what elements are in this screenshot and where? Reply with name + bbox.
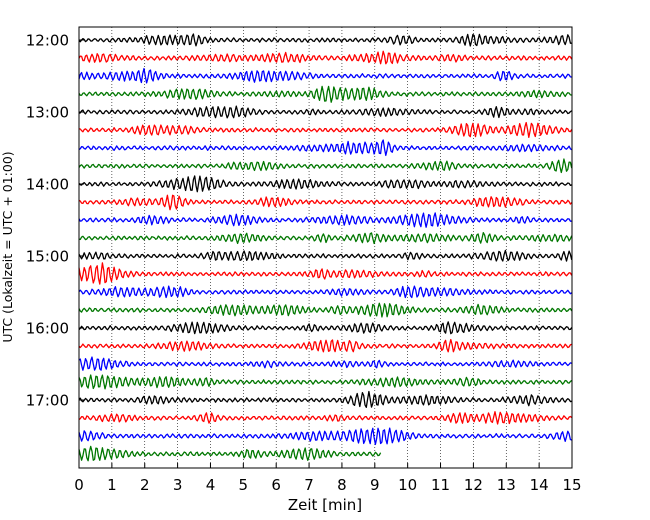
trace-1500 [78,249,573,262]
trace-1515 [78,262,573,285]
x-tick-label: 7 [304,476,314,494]
x-tick-label: 1 [107,476,117,494]
y-tick-label: 13:00 [26,104,69,122]
trace-1200 [78,33,572,47]
x-tick-label: 5 [239,476,249,494]
trace-1315 [78,121,573,139]
trace-1345 [78,158,573,174]
seismogram-traces [78,33,573,462]
trace-1700 [78,390,572,409]
x-axis-label: Zeit [min] [288,496,362,514]
trace-1230 [78,67,572,84]
x-tick-label: 4 [206,476,216,494]
y-axis-ticks: 12:00 13:00 14:00 15:00 16:00 17:00 [26,32,84,410]
x-tick-label: 12 [464,476,483,494]
y-axis-label: UTC (Lokalzeit = UTC + 01:00) [0,151,15,342]
trace-1630 [78,356,572,371]
x-tick-label: 0 [74,476,84,494]
trace-1400 [78,175,572,193]
x-tick-label: 8 [337,476,347,494]
trace-1745 [78,445,382,462]
trace-1245 [78,85,572,103]
y-tick-label: 15:00 [26,248,69,266]
trace-1730 [78,427,572,446]
y-tick-label: 17:00 [26,392,69,410]
trace-1415 [78,194,573,211]
y-tick-label: 12:00 [26,32,69,50]
x-tick-label: 11 [431,476,450,494]
x-tick-label: 15 [562,476,581,494]
x-tick-label: 6 [271,476,281,494]
x-tick-label: 2 [140,476,150,494]
x-tick-label: 9 [370,476,380,494]
trace-1300 [78,105,573,119]
trace-1445 [78,232,573,245]
trace-1645 [78,374,573,390]
trace-1330 [78,139,573,157]
trace-1430 [78,212,572,228]
trace-1215 [78,50,573,65]
x-tick-label: 10 [398,476,417,494]
x-axis-ticks: 0 1 2 3 4 5 6 7 8 9 10 11 12 13 14 15 [74,463,582,494]
x-tick-label: 3 [173,476,183,494]
trace-1545 [78,302,573,318]
trace-1600 [78,321,573,335]
trace-1615 [78,338,572,353]
plot-frame [78,26,573,469]
y-tick-label: 16:00 [26,320,69,338]
trace-1715 [78,411,573,425]
trace-1530 [78,285,573,299]
x-tick-label: 13 [497,476,516,494]
y-tick-label: 14:00 [26,176,69,194]
x-tick-label: 14 [530,476,549,494]
